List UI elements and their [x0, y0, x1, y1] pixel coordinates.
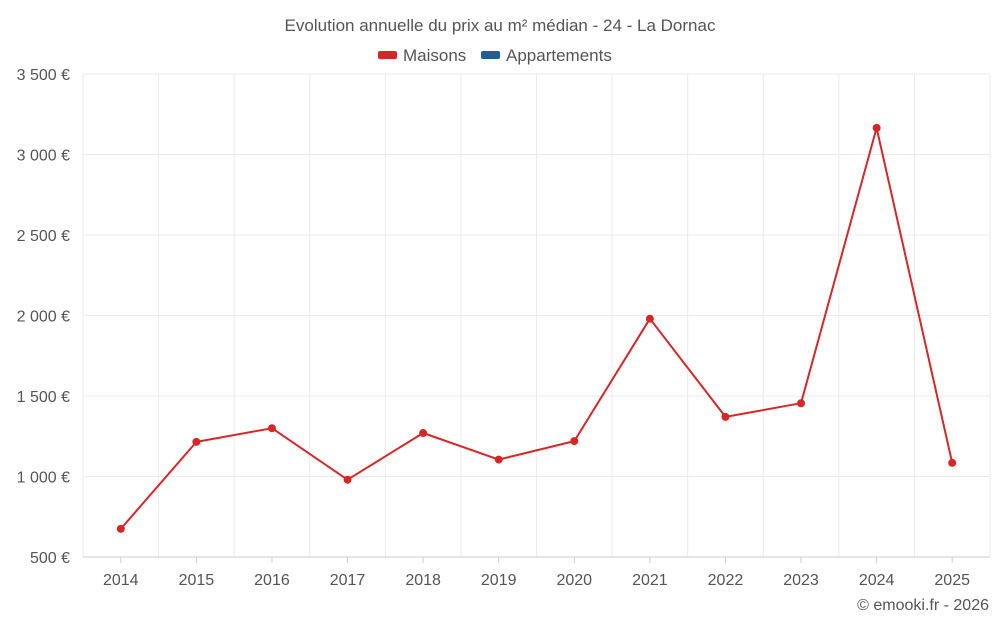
legend-label-maisons: Maisons — [403, 46, 466, 65]
data-point-2023[interactable] — [797, 399, 806, 408]
x-tick-label: 2023 — [783, 572, 819, 589]
x-tick-label: 2020 — [556, 572, 592, 589]
data-point-2015[interactable] — [192, 437, 201, 446]
y-tick-label: 3 000 € — [17, 148, 70, 165]
data-point-2021[interactable] — [645, 314, 654, 323]
x-tick-label: 2014 — [103, 572, 139, 589]
legend-swatch-appartements — [481, 51, 500, 59]
legend-label-appartements: Appartements — [506, 46, 612, 65]
x-tick-label: 2024 — [859, 572, 895, 589]
x-tick-label: 2015 — [179, 572, 215, 589]
y-tick-label: 2 500 € — [17, 228, 70, 245]
x-tick-label: 2025 — [934, 572, 970, 589]
legend: Maisons Appartements — [378, 46, 612, 65]
legend-swatch-maisons — [378, 51, 397, 59]
y-tick-label: 500 € — [30, 550, 70, 567]
chart-title: Evolution annuelle du prix au m² médian … — [285, 16, 716, 35]
x-tick-label: 2019 — [481, 572, 517, 589]
data-point-2014[interactable] — [116, 524, 125, 533]
legend-item-appartements[interactable]: Appartements — [481, 46, 612, 65]
y-tick-label: 2 000 € — [17, 309, 70, 326]
legend-item-maisons[interactable]: Maisons — [378, 46, 466, 65]
data-point-2019[interactable] — [494, 455, 503, 464]
series-maisons — [116, 123, 957, 533]
data-point-2020[interactable] — [570, 437, 579, 446]
data-point-2016[interactable] — [267, 424, 276, 433]
data-point-2024[interactable] — [872, 123, 881, 132]
grid — [82, 73, 991, 558]
x-tick-label: 2016 — [254, 572, 290, 589]
series-line-maisons — [120, 126, 954, 530]
y-tick-label: 1 000 € — [17, 470, 70, 487]
data-point-2018[interactable] — [419, 429, 428, 438]
data-point-2022[interactable] — [721, 412, 730, 421]
x-tick-label: 2022 — [708, 572, 744, 589]
x-tick-label: 2017 — [330, 572, 366, 589]
y-tick-label: 3 500 € — [17, 67, 70, 84]
y-axis: 500 € 1 000 € 1 500 € 2 000 € 2 500 € 3 000 €… — [17, 67, 70, 567]
x-axis: 2014 2015 2016 2017 2018 2019 2020 2021 2022 2023… — [83, 556, 990, 589]
data-point-2017[interactable] — [343, 475, 352, 484]
x-tick-label: 2021 — [632, 572, 668, 589]
data-point-2025[interactable] — [948, 458, 957, 467]
credit-text: © emooki.fr - 2026 — [857, 597, 989, 614]
y-tick-label: 1 500 € — [17, 389, 70, 406]
x-tick-label: 2018 — [405, 572, 441, 589]
